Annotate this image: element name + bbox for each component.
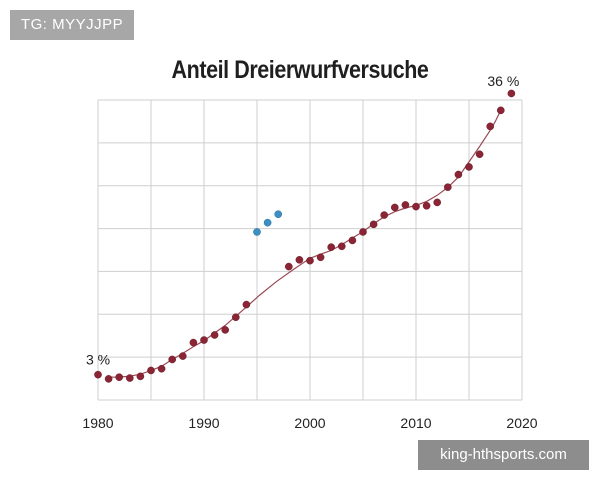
data-point [126,374,134,382]
start-value-annotation: 3 % [86,352,110,368]
x-tick-label: 2010 [400,415,431,431]
end-value-annotation: 36 % [487,73,519,89]
data-point [189,338,198,347]
data-point [390,203,399,212]
x-tick-label: 2000 [294,415,325,431]
data-point [210,331,219,339]
data-point [348,236,357,245]
data-point [242,300,251,309]
data-point [168,355,176,364]
chart-annotations: 3 % 36 % [86,73,519,368]
data-point [157,364,166,373]
telegram-tag: TG: MYYJJPP [10,10,134,40]
data-point-highlight [274,210,283,219]
data-point [422,201,431,210]
data-point [337,242,346,251]
site-watermark: king-hthsports.com [418,440,589,470]
data-point [94,370,102,379]
chart-title: Anteil Dreierwurfversuche [171,56,429,84]
data-point [327,243,336,251]
data-point-highlight [263,218,272,227]
data-point [200,336,208,344]
data-point [284,262,293,271]
x-tick-label: 1990 [188,415,219,431]
data-point [306,256,314,265]
data-point [465,163,473,171]
x-tick-label: 2020 [506,415,537,431]
chart-grid [97,99,523,401]
data-point [433,198,442,207]
data-points [94,89,516,383]
data-point [486,122,495,131]
data-point [380,211,389,219]
data-point [401,201,410,209]
data-point [231,313,240,322]
data-point-highlight [253,228,261,236]
data-point [136,372,145,381]
x-axis-ticks: 1980 1990 2000 2010 2020 [82,415,537,431]
data-point [295,256,304,264]
data-point [475,150,484,159]
data-point [507,89,516,98]
data-point [147,366,155,375]
data-point [221,326,229,334]
data-point [443,183,452,191]
data-point [316,253,325,262]
data-point [178,352,187,360]
data-point [454,170,463,179]
data-point [359,228,367,236]
data-point [412,202,420,211]
x-tick-label: 1980 [82,415,113,431]
trend-line [108,109,502,378]
data-point [104,375,113,383]
data-point [115,373,123,382]
data-point [369,220,378,229]
data-point [496,106,505,115]
